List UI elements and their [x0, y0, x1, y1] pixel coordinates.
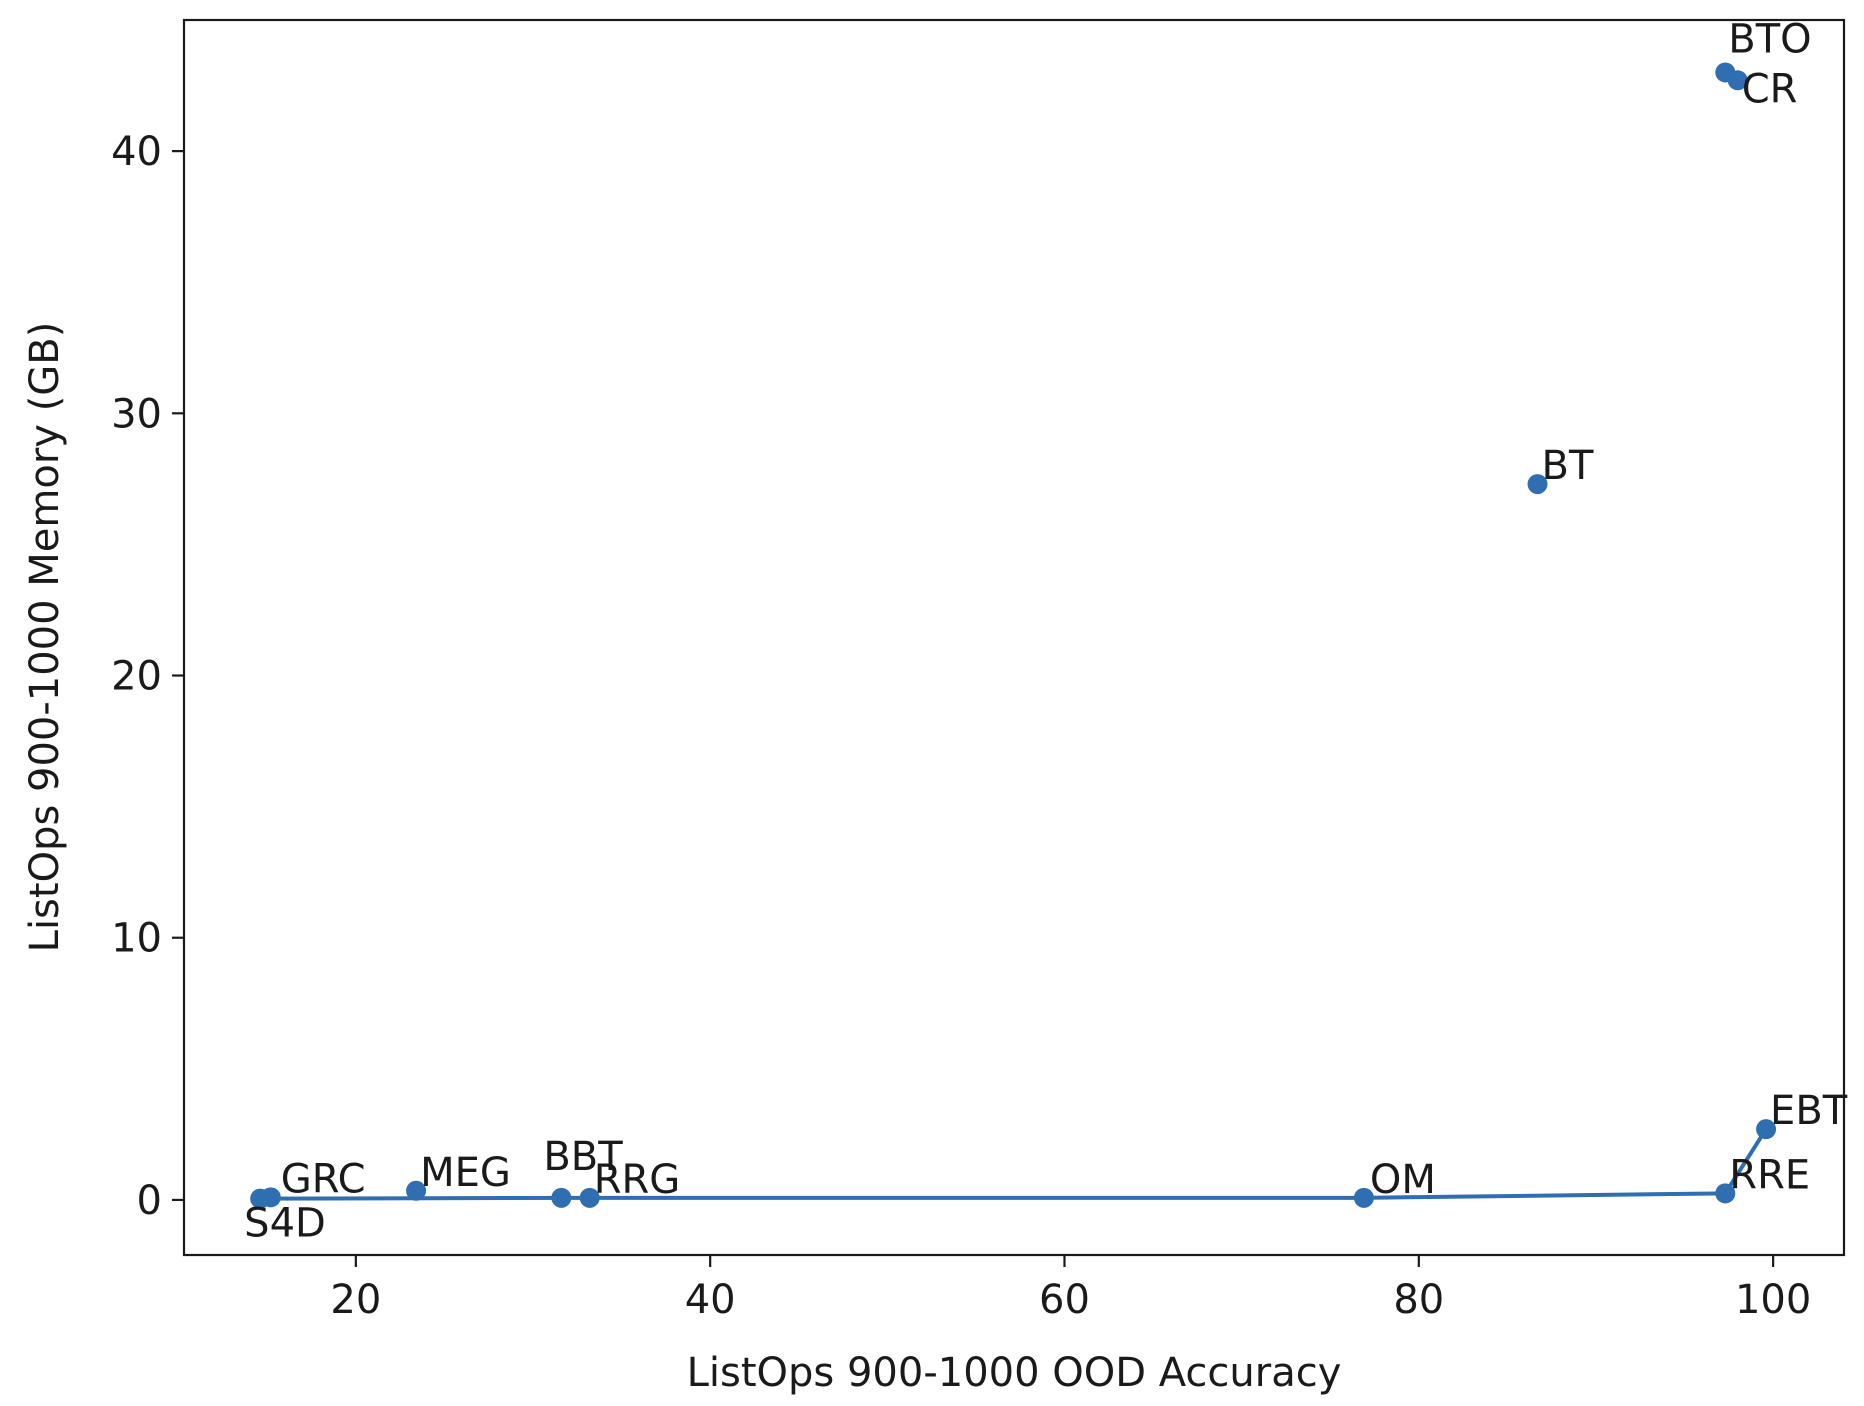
x-tick-label: 60 [1039, 1277, 1090, 1323]
y-axis-label: ListOps 900-1000 Memory (GB) [22, 322, 68, 953]
data-points [250, 62, 1777, 1209]
x-axis: 20 40 60 80 100 [330, 1255, 1811, 1323]
point-label: CR [1742, 66, 1798, 112]
y-tick-label: 30 [111, 391, 162, 437]
point-label: MEG [420, 1150, 511, 1196]
data-point [1353, 1187, 1374, 1208]
data-point [1715, 1183, 1736, 1204]
y-tick-label: 10 [111, 916, 162, 962]
y-tick-label: 0 [137, 1178, 162, 1224]
x-tick-label: 40 [685, 1277, 736, 1323]
point-label: OM [1370, 1157, 1436, 1203]
plot-frame [182, 18, 1846, 1257]
x-tick-label: 80 [1393, 1277, 1444, 1323]
x-tick-label: 20 [330, 1277, 381, 1323]
x-tick-label: 100 [1735, 1277, 1811, 1323]
point-label: EBT [1770, 1088, 1848, 1134]
point-label: S4D [244, 1201, 326, 1247]
x-axis-label: ListOps 900-1000 OOD Accuracy [687, 1350, 1342, 1396]
data-point [1756, 1119, 1777, 1140]
point-label: RRE [1729, 1152, 1810, 1198]
y-axis: 0 10 20 30 40 [111, 129, 184, 1224]
y-tick-label: 40 [111, 129, 162, 175]
data-point [579, 1187, 600, 1208]
data-point [1727, 70, 1748, 91]
point-label: BTO [1728, 16, 1811, 62]
y-tick-label: 20 [111, 654, 162, 700]
point-label: GRC [281, 1156, 366, 1202]
point-label: BBT [543, 1134, 623, 1180]
point-label: RRG [594, 1157, 681, 1203]
point-label: BT [1542, 443, 1594, 489]
data-point [250, 1188, 271, 1209]
data-point [406, 1180, 427, 1201]
data-point [1527, 474, 1548, 495]
data-point [551, 1187, 572, 1208]
